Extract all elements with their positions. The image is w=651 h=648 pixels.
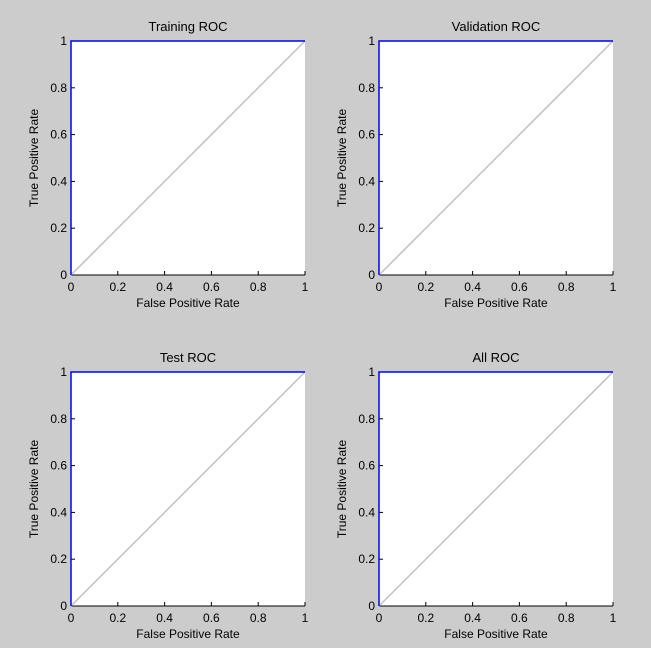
x-tick-label: 0.2	[109, 611, 126, 625]
y-tick-label: 0	[60, 268, 67, 282]
test-roc-panel: Test ROC False Positive Rate True Positi…	[27, 350, 309, 641]
y-axis-label: True Positive Rate	[27, 440, 41, 539]
x-tick-label: 0.8	[250, 280, 267, 294]
y-tick-label: 0.2	[358, 552, 375, 566]
validation-roc-panel: Validation ROC False Positive Rate True …	[335, 19, 617, 310]
y-tick-label: 0.8	[50, 81, 67, 95]
all-roc-panel: All ROC False Positive Rate True Positiv…	[335, 350, 617, 641]
x-tick-label: 1	[302, 611, 309, 625]
y-tick-label: 0	[60, 599, 67, 613]
training-roc-panel: Training ROC False Positive Rate True Po…	[27, 19, 309, 310]
x-tick-label: 0.6	[511, 611, 528, 625]
panel-title: Test ROC	[160, 350, 216, 365]
x-tick-label: 0.6	[203, 611, 220, 625]
reference-diagonal-line	[70, 371, 306, 607]
x-tick-label: 0.4	[156, 611, 173, 625]
x-tick-label: 0.4	[464, 280, 481, 294]
y-tick-label: 1	[368, 34, 375, 48]
y-tick-label: 0.8	[50, 412, 67, 426]
y-tick-label: 1	[368, 365, 375, 379]
y-tick-label: 0.4	[358, 174, 375, 188]
y-tick-label: 0.6	[358, 459, 375, 473]
x-axis-label: False Positive Rate	[136, 627, 240, 641]
x-tick-label: 0.2	[109, 280, 126, 294]
reference-diagonal-line	[378, 40, 614, 276]
x-tick-label: 0.6	[511, 280, 528, 294]
roc-curve-line	[378, 371, 613, 606]
reference-diagonal-line	[378, 371, 614, 607]
x-tick-label: 0	[376, 611, 383, 625]
panel-title: Training ROC	[149, 19, 228, 34]
roc-curve-line	[70, 371, 305, 606]
x-tick-label: 1	[302, 280, 309, 294]
y-axis-label: True Positive Rate	[335, 109, 349, 208]
x-axis-label: False Positive Rate	[136, 296, 240, 310]
x-tick-label: 0	[376, 280, 383, 294]
roc-curve-line	[378, 40, 613, 275]
y-tick-label: 0.4	[50, 505, 67, 519]
reference-diagonal-line	[70, 40, 306, 276]
x-tick-label: 0.8	[558, 280, 575, 294]
x-tick-label: 0.4	[464, 611, 481, 625]
x-tick-label: 0.4	[156, 280, 173, 294]
y-tick-label: 0.6	[50, 459, 67, 473]
y-tick-label: 0.6	[50, 128, 67, 142]
x-tick-label: 0	[68, 280, 75, 294]
y-tick-label: 0	[368, 268, 375, 282]
y-tick-label: 0.2	[358, 221, 375, 235]
y-tick-label: 1	[60, 34, 67, 48]
roc-curve-line	[70, 40, 305, 275]
x-tick-label: 0.8	[558, 611, 575, 625]
y-axis-label: True Positive Rate	[335, 440, 349, 539]
x-tick-label: 0.2	[417, 611, 434, 625]
x-tick-label: 0.6	[203, 280, 220, 294]
y-tick-label: 0.8	[358, 81, 375, 95]
panel-title: All ROC	[473, 350, 520, 365]
y-tick-label: 0.6	[358, 128, 375, 142]
x-tick-label: 0.8	[250, 611, 267, 625]
y-tick-label: 1	[60, 365, 67, 379]
y-tick-label: 0.2	[50, 552, 67, 566]
y-tick-label: 0.8	[358, 412, 375, 426]
x-tick-label: 0.2	[417, 280, 434, 294]
y-tick-label: 0.4	[358, 505, 375, 519]
panel-title: Validation ROC	[452, 19, 541, 34]
y-axis-label: True Positive Rate	[27, 109, 41, 208]
x-tick-label: 0	[68, 611, 75, 625]
x-tick-label: 1	[610, 611, 617, 625]
x-tick-label: 1	[610, 280, 617, 294]
y-tick-label: 0.2	[50, 221, 67, 235]
x-axis-label: False Positive Rate	[444, 627, 548, 641]
y-tick-label: 0	[368, 599, 375, 613]
y-tick-label: 0.4	[50, 174, 67, 188]
x-axis-label: False Positive Rate	[444, 296, 548, 310]
